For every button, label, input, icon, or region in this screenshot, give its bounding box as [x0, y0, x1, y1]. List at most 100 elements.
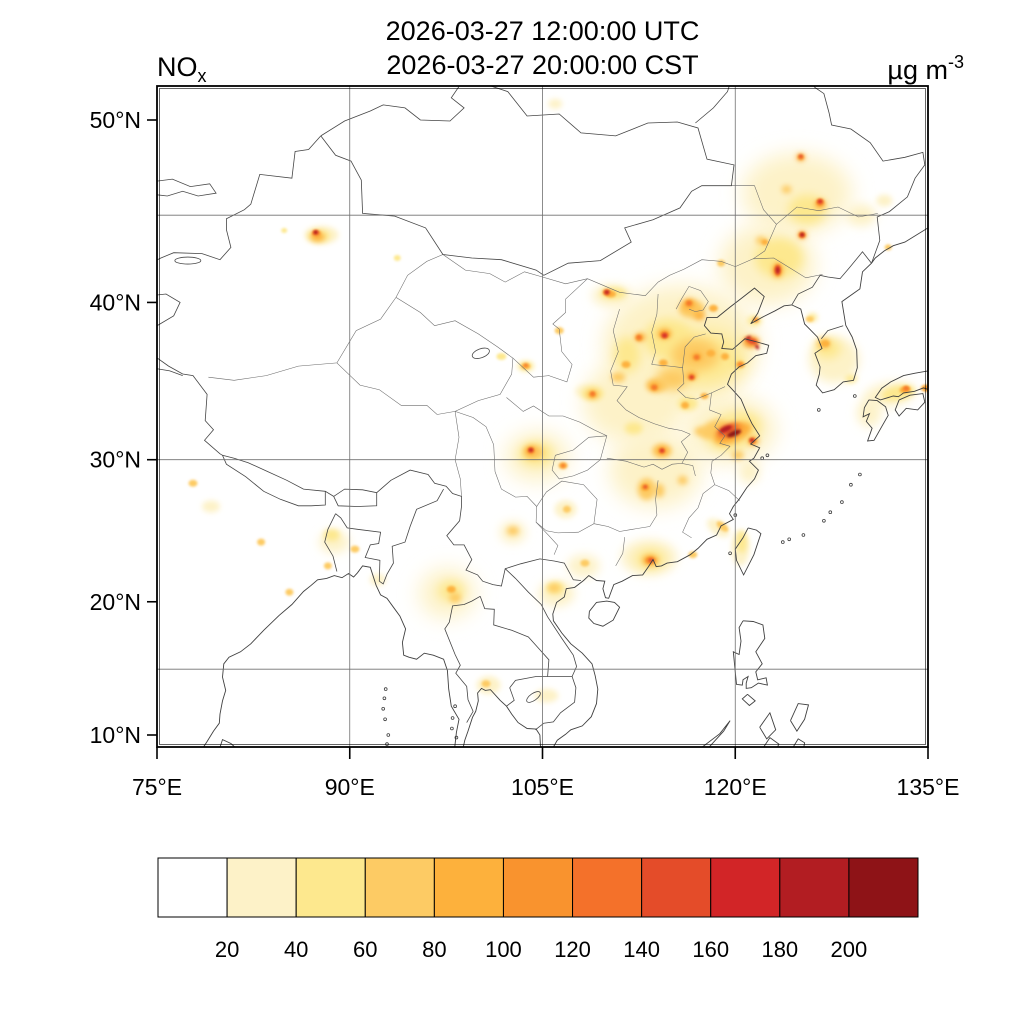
pollution-hotspot — [481, 680, 491, 688]
colorbar-cell — [572, 857, 643, 918]
coastline — [792, 738, 806, 747]
pollution-hotspot — [281, 228, 288, 233]
pollution-hotspot — [257, 538, 266, 546]
colorbar-cell — [502, 857, 574, 918]
province-border — [336, 362, 456, 415]
species-base: NO — [157, 52, 198, 82]
pollution-hotspot — [624, 422, 643, 435]
province-border — [776, 206, 878, 225]
coastline — [734, 527, 762, 576]
province-border — [454, 411, 462, 497]
small-island — [852, 394, 857, 398]
pollution-hotspot — [818, 200, 822, 203]
country-border — [791, 251, 872, 306]
province-border — [494, 471, 537, 507]
lat-tick-label: 20°N — [90, 589, 141, 615]
coastline — [874, 370, 928, 401]
colorbar-tick-label: 80 — [422, 937, 446, 962]
colorbar-tick-label: 60 — [353, 937, 377, 962]
small-island — [728, 551, 732, 556]
province-border — [649, 480, 659, 527]
coastline — [732, 620, 768, 689]
small-island — [801, 533, 806, 537]
pollution-hotspot — [726, 429, 742, 438]
province-border — [651, 293, 659, 365]
pollution-hotspot — [314, 231, 317, 234]
pollution-hotspot — [686, 301, 692, 306]
small-island — [454, 735, 459, 740]
pollution-hotspot — [681, 401, 690, 409]
pollution-hotspot — [660, 449, 664, 452]
country-border — [813, 86, 926, 264]
province-border — [610, 309, 628, 387]
pollution-hotspot — [805, 316, 814, 323]
lon-tick-label: 75°E — [132, 774, 182, 800]
lon-tick-label: 105°E — [511, 774, 574, 800]
province-border — [682, 484, 715, 539]
province-border — [680, 434, 696, 476]
small-island — [822, 518, 826, 523]
pollution-hotspot — [754, 238, 803, 278]
country-border — [320, 86, 735, 276]
title-utc-time: 2026-03-27 12:00:00 UTC — [385, 16, 700, 46]
coastline — [759, 711, 777, 740]
pollution-hotspot — [781, 185, 792, 194]
pollution-hotspot — [580, 559, 590, 567]
colorbar-cell — [226, 857, 297, 918]
pollution-hotspot — [654, 483, 665, 498]
pollution-hotspot — [820, 340, 830, 348]
pollution-hotspot — [884, 244, 892, 251]
colorbar-tick-label: 20 — [215, 937, 239, 962]
colorbar-tick-label: 40 — [284, 937, 308, 962]
pollution-hotspot — [393, 255, 401, 261]
country-border — [506, 687, 515, 707]
pollution-hotspot — [643, 485, 648, 489]
pollution-hotspot — [561, 464, 565, 468]
lon-tick-label: 120°E — [704, 774, 767, 800]
country-border — [379, 488, 444, 585]
lon-tick-label: 90°E — [325, 774, 375, 800]
small-island — [760, 456, 764, 461]
country-border — [222, 455, 326, 507]
pollution-hotspot — [188, 479, 198, 487]
pollution-hotspot — [614, 336, 641, 373]
lake-outline — [471, 347, 490, 359]
lat-tick-label: 50°N — [90, 107, 141, 133]
small-island — [780, 540, 785, 544]
lake-outline — [157, 178, 217, 197]
pollution-hotspot — [761, 239, 769, 246]
province-border — [535, 522, 559, 555]
country-border — [820, 325, 844, 340]
colorbar-cell — [295, 857, 366, 918]
coastline — [862, 399, 889, 442]
pollution-hotspot — [856, 399, 881, 427]
province-border — [442, 185, 777, 296]
colorbar-tick-label: 100 — [485, 937, 522, 962]
pollution-hotspot — [323, 529, 340, 541]
colorbar: 20 40 60 80 100 120 140 160 180 200 — [157, 857, 919, 962]
province-border — [616, 386, 691, 435]
pollution-hotspot — [731, 450, 744, 460]
small-island — [385, 742, 389, 746]
country-border — [504, 568, 578, 677]
pollution-hotspot — [677, 475, 688, 485]
pollution-hotspot — [801, 233, 804, 236]
pollution-hotspot — [611, 372, 626, 383]
small-island — [450, 726, 454, 731]
pollution-hotspot — [750, 438, 754, 442]
province-border — [593, 523, 650, 532]
coastline — [741, 693, 756, 707]
province-border — [512, 278, 588, 383]
small-island — [450, 716, 455, 720]
small-island — [765, 453, 770, 458]
country-border — [333, 492, 378, 507]
colorbar-tick-label: 140 — [623, 937, 660, 962]
species-label: NOx — [157, 52, 207, 87]
province-border — [615, 537, 625, 567]
pollution-hotspot — [716, 521, 729, 532]
coastline — [202, 227, 928, 747]
province-border — [675, 286, 709, 312]
lat-tick-label: 30°N — [90, 447, 141, 473]
